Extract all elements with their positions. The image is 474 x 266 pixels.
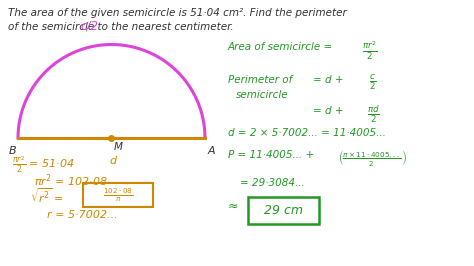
Text: = d +: = d + [313, 106, 347, 116]
Text: $\frac{\pi d}{2}$: $\frac{\pi d}{2}$ [366, 104, 379, 125]
Text: A: A [208, 146, 216, 156]
Text: $\frac{\pi r^2}{2}$ = 51·04: $\frac{\pi r^2}{2}$ = 51·04 [12, 155, 75, 175]
Text: Perimeter of: Perimeter of [228, 75, 292, 85]
Text: ≈: ≈ [228, 200, 238, 213]
Text: $\frac{102\cdot08}{\pi}$: $\frac{102\cdot08}{\pi}$ [103, 186, 133, 203]
FancyBboxPatch shape [248, 197, 319, 223]
Text: r = 5·7002...: r = 5·7002... [47, 210, 118, 220]
Text: semicircle: semicircle [236, 90, 289, 100]
Text: = 29·3084...: = 29·3084... [240, 178, 305, 188]
Text: P = 11·4005... +: P = 11·4005... + [228, 150, 318, 160]
Text: = d +: = d + [313, 75, 347, 85]
Text: $\pi r^2$ = 102·08: $\pi r^2$ = 102·08 [34, 172, 108, 189]
Text: B: B [9, 146, 16, 156]
Text: $\frac{c}{2}$: $\frac{c}{2}$ [369, 73, 377, 92]
FancyBboxPatch shape [83, 183, 153, 207]
Text: 29 cm: 29 cm [264, 203, 303, 217]
Text: c/2: c/2 [81, 19, 99, 32]
Text: $\sqrt{r^2}$ =: $\sqrt{r^2}$ = [30, 186, 65, 205]
Text: Area of semicircle =: Area of semicircle = [228, 42, 337, 52]
Text: $\left(\frac{\pi \times 11\cdot4005...}{2}\right)$: $\left(\frac{\pi \times 11\cdot4005...}{… [338, 148, 408, 168]
Text: M: M [113, 142, 122, 152]
Text: of the semicircle to the nearest centimeter.: of the semicircle to the nearest centime… [8, 22, 234, 32]
Text: $\frac{\pi r^2}{2}$: $\frac{\pi r^2}{2}$ [362, 40, 378, 62]
Text: d = 2 × 5·7002... = 11·4005...: d = 2 × 5·7002... = 11·4005... [228, 128, 386, 138]
Text: The area of the given semicircle is 51·04 cm². Find the perimeter: The area of the given semicircle is 51·0… [8, 8, 347, 18]
Text: d: d [110, 156, 117, 166]
